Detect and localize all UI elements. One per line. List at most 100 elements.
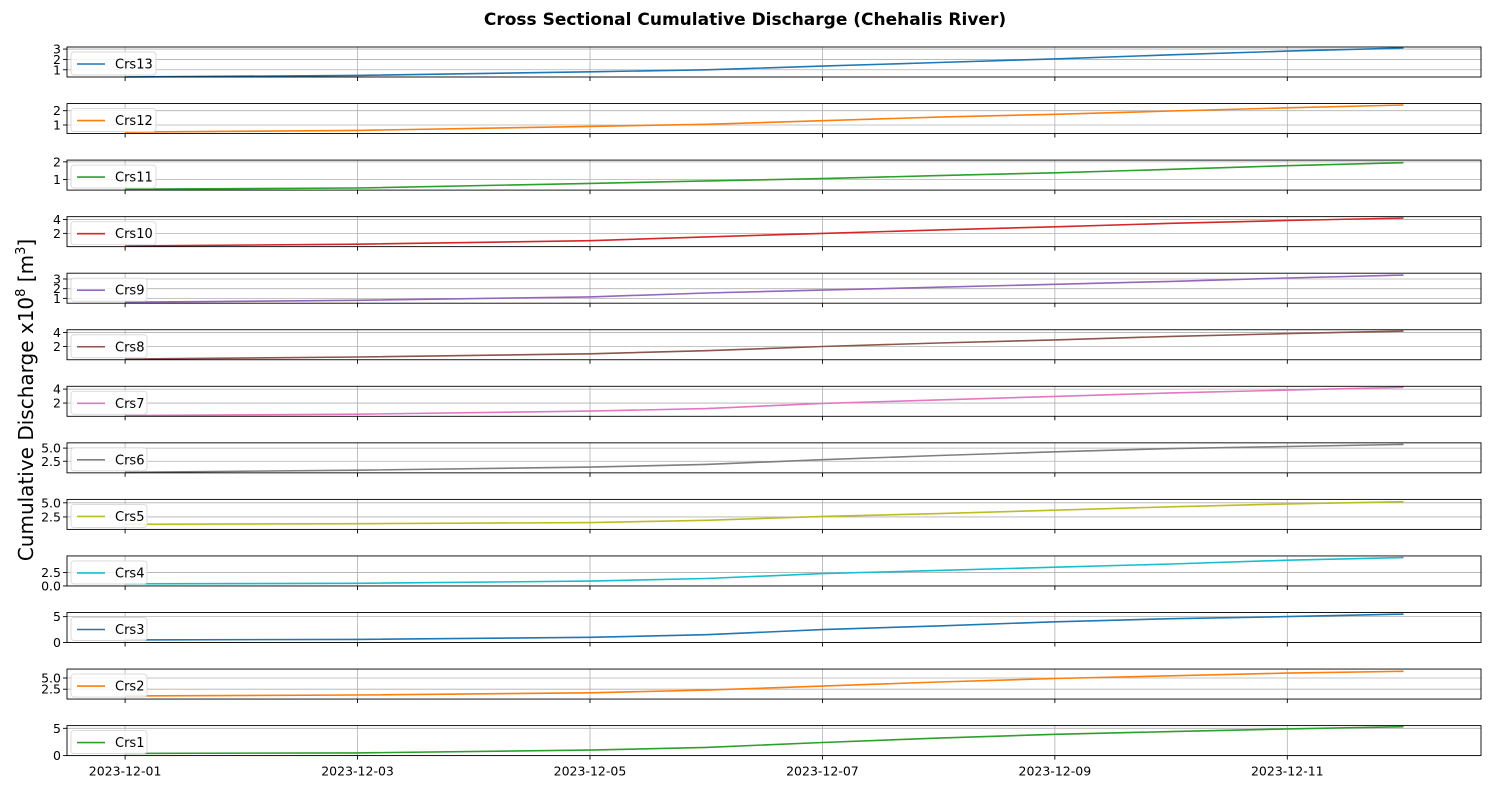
subplot-crs7: 24 Crs7 xyxy=(53,382,1482,421)
legend-crs6: Crs6 xyxy=(70,447,148,472)
legend-label: Crs13 xyxy=(115,58,153,73)
legend-label: Crs12 xyxy=(115,114,153,129)
legend-crs2: Crs2 xyxy=(70,673,148,698)
y-axis-label-unit-suffix: ] xyxy=(14,239,38,247)
legend-box xyxy=(70,334,148,359)
y-tick-label: 2 xyxy=(53,103,61,118)
y-tick-label: 5.0 xyxy=(41,671,61,686)
legend-label: Crs9 xyxy=(115,284,144,299)
axes-frame xyxy=(66,272,1482,304)
subplot-crs2: 2.55.0 Crs2 xyxy=(41,668,1482,704)
legend-label: Crs2 xyxy=(115,680,144,695)
y-tick-label: 3 xyxy=(53,272,61,287)
series-line-crs12 xyxy=(125,104,1404,133)
subplot-crs5: 2.55.0 Crs5 xyxy=(41,495,1482,534)
y-tick-label: 5.0 xyxy=(41,495,61,510)
legend-box xyxy=(70,108,157,133)
legend-box xyxy=(70,503,148,528)
legend-box xyxy=(70,51,157,76)
legend-label: Crs4 xyxy=(115,566,144,581)
y-tick-label: 2.5 xyxy=(41,454,61,469)
y-tick-label: 2 xyxy=(53,396,61,411)
y-axis-label-exponent: 8 xyxy=(14,289,29,297)
y-axis-label-unit-prefix: [m xyxy=(14,255,38,289)
y-tick-label: 5 xyxy=(53,721,61,736)
y-tick-label: 2 xyxy=(53,154,61,169)
subplot-crs9: 123 Crs9 xyxy=(53,272,1482,308)
legend-label: Crs5 xyxy=(115,510,144,525)
subplot-crs1: 0 5 Crs1 xyxy=(53,721,1482,763)
legend-box xyxy=(70,447,148,472)
x-tick-label: 2023-12-03 xyxy=(321,764,394,779)
series-line-crs11 xyxy=(125,161,1404,190)
x-tick-label: 2023-12-09 xyxy=(1019,764,1092,779)
legend-label: Crs10 xyxy=(115,227,153,242)
legend-crs12: Crs12 xyxy=(70,108,157,133)
x-axis-ticks: 2023-12-01 2023-12-03 2023-12-05 2023-12-07… xyxy=(89,764,1324,779)
chart-title: Cross Sectional Cumulative Discharge (Ch… xyxy=(484,10,1006,30)
y-axis-label: Cumulative Discharge x108 [m3] xyxy=(14,239,38,561)
axes-frame xyxy=(66,385,1482,417)
legend-crs10: Crs10 xyxy=(70,221,157,246)
y-tick-label: 0 xyxy=(53,748,61,763)
axes-frame xyxy=(66,216,1482,248)
y-tick-label: 2 xyxy=(53,52,61,67)
series-line-crs4 xyxy=(125,556,1404,585)
legend-crs5: Crs5 xyxy=(70,503,148,528)
series-line-crs1 xyxy=(125,725,1404,755)
axes-frame xyxy=(66,46,1482,78)
series-line-crs2 xyxy=(125,670,1404,697)
subplot-crs12: 12 Crs12 xyxy=(53,103,1482,138)
y-axis-label-unit-exponent: 3 xyxy=(14,247,29,255)
subplots: 123Crs1312Crs1212Crs1124Crs10123Crs924Cr… xyxy=(41,42,1482,763)
axes-frame xyxy=(66,725,1482,757)
legend-crs1: Crs1 xyxy=(70,730,148,755)
legend-box xyxy=(70,730,148,755)
y-tick-label: 4 xyxy=(53,212,61,227)
y-tick-label: 1 xyxy=(53,291,61,306)
axes-frame xyxy=(66,668,1482,700)
legend-box xyxy=(70,221,157,246)
legend-box xyxy=(70,560,148,585)
subplot-crs6: 2.55.0 Crs6 xyxy=(41,441,1482,477)
y-axis-label-text: Cumulative Discharge x10 xyxy=(14,297,38,561)
legend-box xyxy=(70,164,157,189)
y-tick-label: 2 xyxy=(53,226,61,241)
x-tick-label: 2023-12-01 xyxy=(89,764,162,779)
series-line-crs10 xyxy=(125,217,1404,247)
y-tick-label: 3 xyxy=(53,42,61,57)
y-tick-label: 2.5 xyxy=(41,565,61,580)
y-tick-label: 4 xyxy=(53,325,61,340)
legend-label: Crs7 xyxy=(115,397,144,412)
axes-frame xyxy=(66,329,1482,361)
subplot-crs13: 123 Crs13 xyxy=(53,42,1482,81)
axes-frame xyxy=(66,498,1482,530)
subplot-crs10: 24 Crs10 xyxy=(53,212,1482,251)
y-tick-label: 1 xyxy=(53,117,61,132)
series-line-crs13 xyxy=(125,47,1404,78)
axes-frame xyxy=(66,612,1482,643)
legend-crs7: Crs7 xyxy=(70,390,148,415)
legend-label: Crs3 xyxy=(115,623,144,638)
x-tick-label: 2023-12-11 xyxy=(1251,764,1324,779)
legend-crs8: Crs8 xyxy=(70,334,148,359)
series-line-crs3 xyxy=(125,613,1404,641)
legend-box xyxy=(70,617,148,641)
axes-frame xyxy=(66,159,1482,191)
y-tick-label: 5 xyxy=(53,609,61,624)
subplot-crs11: 1 2 Crs11 xyxy=(53,154,1482,195)
series-line-crs9 xyxy=(125,274,1404,303)
axes-frame xyxy=(66,103,1482,135)
series-line-crs5 xyxy=(125,500,1404,526)
x-tick-label: 2023-12-07 xyxy=(786,764,859,779)
legend-crs9: Crs9 xyxy=(70,277,148,302)
legend-box xyxy=(70,673,148,698)
y-tick-label: 0 xyxy=(53,635,61,650)
legend-crs4: Crs4 xyxy=(70,560,148,585)
subplot-crs8: 24 Crs8 xyxy=(53,325,1482,364)
x-tick-label: 2023-12-05 xyxy=(554,764,627,779)
legend-crs13: Crs13 xyxy=(70,51,157,76)
y-tick-label: 2 xyxy=(53,339,61,354)
legend-box xyxy=(70,390,148,415)
